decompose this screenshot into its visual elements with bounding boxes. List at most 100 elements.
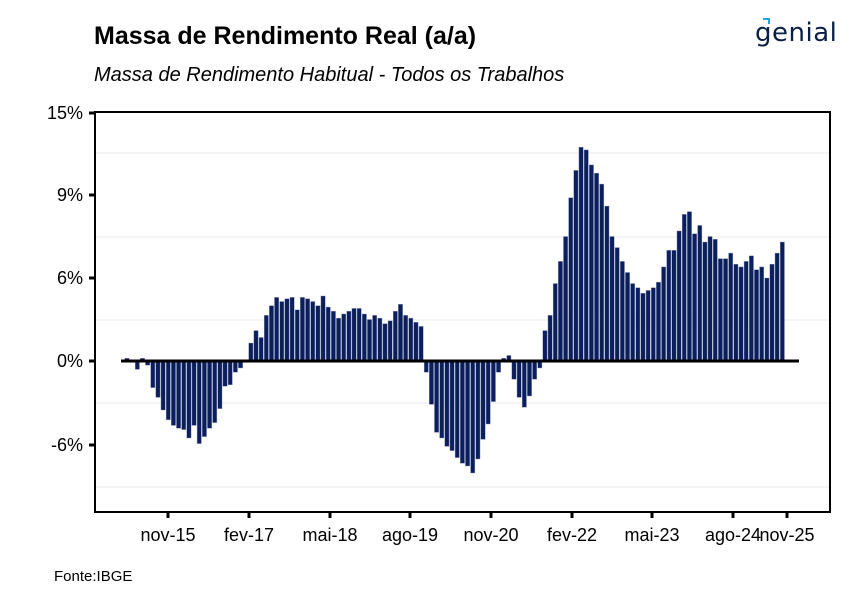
bar <box>460 360 465 464</box>
x-axis: nov-15 fev-17 mai-18 ago-19 nov-20 fev-22 mai-… <box>140 512 815 545</box>
bar <box>434 360 439 433</box>
bar <box>723 258 728 362</box>
bar <box>521 360 527 408</box>
bar <box>666 250 672 362</box>
bar <box>449 360 455 451</box>
bar <box>609 236 615 362</box>
bar <box>171 360 176 426</box>
bar <box>671 250 677 362</box>
bar <box>387 320 393 362</box>
bar <box>191 360 197 426</box>
y-tick-label: 15% <box>47 103 83 123</box>
y-tick-label: -6% <box>51 435 83 455</box>
bar <box>676 230 682 362</box>
bar <box>573 170 579 362</box>
bar <box>331 311 336 362</box>
bar <box>692 233 697 362</box>
bar <box>392 311 398 362</box>
bar <box>516 360 522 398</box>
bar <box>718 258 723 362</box>
bar <box>346 311 352 362</box>
bar <box>454 360 460 458</box>
bar <box>315 305 321 362</box>
bar <box>563 236 568 362</box>
bar <box>650 287 656 362</box>
bar <box>635 287 641 362</box>
bar <box>599 183 605 362</box>
x-tick-label: nov-25 <box>759 525 814 545</box>
y-tick-label: 0% <box>57 351 83 371</box>
bar <box>779 241 785 362</box>
bar <box>475 360 481 460</box>
bar <box>625 272 630 362</box>
bar <box>687 211 692 362</box>
bar <box>413 322 419 362</box>
bar <box>465 360 470 467</box>
bar <box>165 360 171 420</box>
bar <box>743 261 749 362</box>
bar <box>728 252 734 362</box>
bar <box>733 263 739 362</box>
bar <box>511 360 517 380</box>
bar <box>578 146 584 362</box>
bar <box>749 255 754 362</box>
bar <box>274 297 279 362</box>
bar <box>336 317 341 362</box>
bar <box>423 360 429 373</box>
bar <box>408 317 414 362</box>
bar <box>181 360 187 430</box>
bar <box>769 263 775 362</box>
bar <box>491 360 496 402</box>
bar <box>439 360 445 439</box>
bar <box>217 360 223 409</box>
bar <box>258 337 264 362</box>
bar <box>480 360 486 440</box>
bar <box>248 342 254 362</box>
plot-frame <box>94 111 831 513</box>
bar <box>594 172 599 362</box>
plot-border <box>94 111 831 513</box>
bar <box>160 360 166 411</box>
bar <box>568 197 574 362</box>
x-tick-label: ago-19 <box>382 525 438 545</box>
bar <box>604 205 610 362</box>
source-note: Fonte:IBGE <box>54 568 133 585</box>
bar <box>253 330 259 362</box>
bar <box>470 360 476 474</box>
bar <box>186 360 192 439</box>
bar <box>305 298 310 362</box>
bar <box>759 266 765 362</box>
bar <box>614 247 620 362</box>
bar <box>707 236 713 362</box>
bar <box>681 214 687 362</box>
bar <box>289 297 295 362</box>
bar <box>227 360 233 385</box>
bar <box>640 293 646 362</box>
bar <box>196 360 202 444</box>
bar <box>645 290 651 362</box>
bar <box>325 306 331 362</box>
bar <box>418 326 424 362</box>
bar <box>542 330 548 362</box>
bar <box>630 283 636 362</box>
x-tick-label: fev-17 <box>224 525 274 545</box>
bar <box>294 309 300 362</box>
bar <box>527 360 532 397</box>
y-tick-label: 9% <box>57 185 83 205</box>
bar <box>552 283 558 362</box>
bar <box>351 308 357 362</box>
x-tick-label: nov-20 <box>463 525 518 545</box>
bar <box>712 239 718 362</box>
x-tick-label: nov-15 <box>140 525 195 545</box>
bar <box>656 281 661 362</box>
bar <box>155 360 161 398</box>
genial-logo: genial <box>755 18 837 48</box>
bar <box>764 277 770 362</box>
bar <box>233 360 238 373</box>
bars <box>124 146 785 474</box>
bar <box>367 319 372 362</box>
bar <box>403 315 408 362</box>
bar <box>263 315 269 362</box>
bar <box>279 301 285 362</box>
bar <box>398 304 403 362</box>
